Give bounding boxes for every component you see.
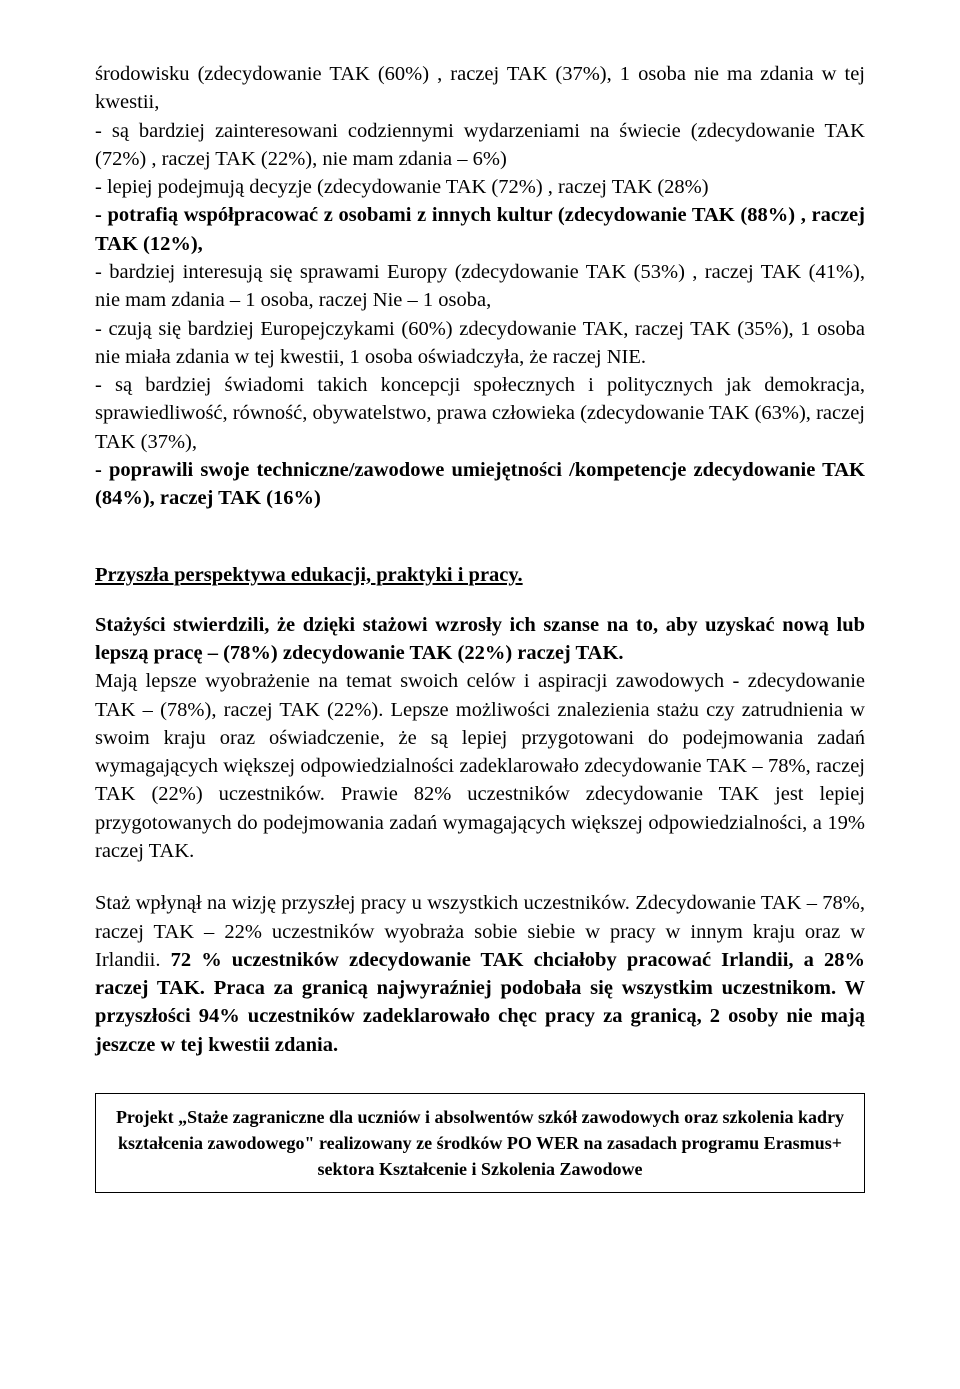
bold-text: - poprawili swoje techniczne/zawodowe um… (95, 459, 865, 509)
paragraph: - bardziej interesują się sprawami Europ… (95, 258, 865, 315)
footer-box: Projekt „Staże zagraniczne dla uczniów i… (95, 1093, 865, 1193)
paragraph-bold: Stażyści stwierdzili, że dzięki stażowi … (95, 611, 865, 668)
bold-text: - potrafią współpracować z osobami z inn… (95, 204, 865, 254)
bold-text: 72 % uczestników zdecydowanie TAK chciał… (95, 949, 865, 1056)
document-page: środowisku (zdecydowanie TAK (60%) , rac… (0, 0, 960, 1233)
footer-text: Projekt „Staże zagraniczne dla uczniów i… (116, 1107, 844, 1179)
paragraph-bold: - poprawili swoje techniczne/zawodowe um… (95, 456, 865, 513)
bold-text: Stażyści stwierdzili, że dzięki stażowi … (95, 614, 865, 664)
section-heading: Przyszła perspektywa edukacji, praktyki … (95, 561, 865, 589)
spacer (95, 865, 865, 889)
paragraph: Mają lepsze wyobrażenie na temat swoich … (95, 667, 865, 865)
paragraph: - są bardziej świadomi takich koncepcji … (95, 371, 865, 456)
paragraph: środowisku (zdecydowanie TAK (60%) , rac… (95, 60, 865, 117)
paragraph-mixed: Staż wpłynął na wizję przyszłej pracy u … (95, 889, 865, 1059)
paragraph: - są bardziej zainteresowani codziennymi… (95, 117, 865, 174)
paragraph-bold: - potrafią współpracować z osobami z inn… (95, 201, 865, 258)
paragraph: - lepiej podejmują decyzje (zdecydowanie… (95, 173, 865, 201)
paragraph: - czują się bardziej Europejczykami (60%… (95, 315, 865, 372)
